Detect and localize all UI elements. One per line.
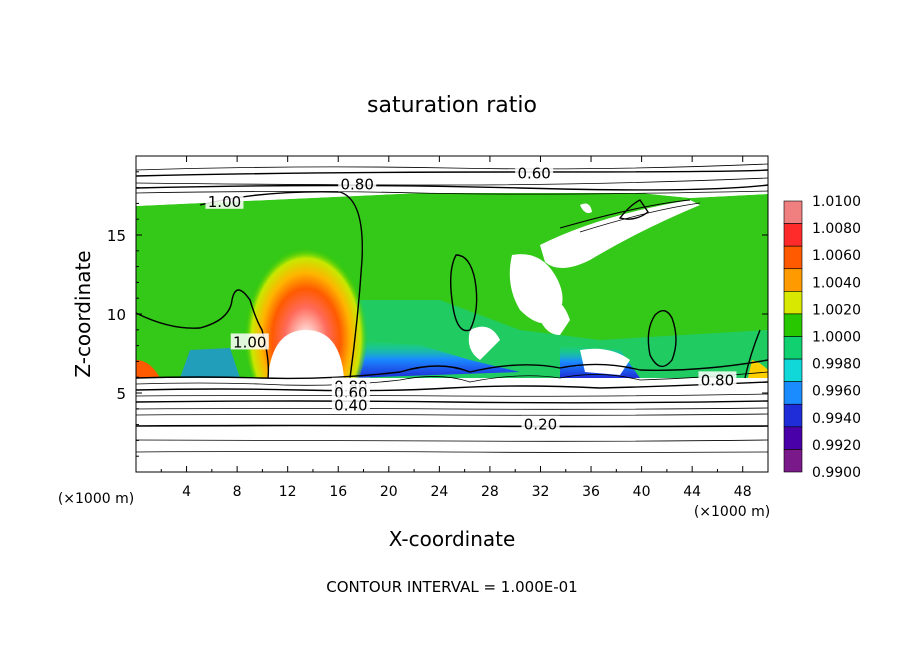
colorbar-swatch [783,449,803,473]
colorbar-swatch [783,245,803,270]
colorbar-swatch [783,223,803,247]
colorbar-swatch [783,200,803,224]
contour-label-bg [205,192,244,209]
y-tick-label: 10 [107,306,126,324]
contour-label-bg [331,384,370,400]
x-tick-label: 44 [683,484,701,500]
colorbar-swatch [783,426,803,450]
y-tick-label: 5 [116,385,126,403]
colorbar-swatch [783,381,803,405]
x-tick-label: 24 [430,484,448,500]
contour-label: 0.40 [334,397,367,415]
colorbar-label: 0.9980 [812,357,861,373]
colorbar-swatch [783,268,803,292]
x-tick-label: 48 [734,484,752,500]
colorbar-swatch [783,403,803,428]
x-axis: 4 8 12 16 20 24 28 32 36 40 44 48 [160,156,752,500]
contour-label-bg [698,371,737,388]
y-tick-label: 15 [107,227,126,245]
contour-label: 1.00 [233,333,266,351]
colorbar-label: 0.9900 [812,465,861,481]
unsaturated-patch [540,200,700,269]
contour-label-bg [230,333,269,350]
contour-label: 0.80 [340,175,373,193]
contour-lines [135,163,769,453]
contour-label-bg [515,164,554,181]
plot-field [136,156,768,472]
x-tick-label: 40 [633,484,651,500]
x-tick-label: 16 [329,484,347,500]
colorbar-label: 1.0080 [812,221,861,237]
colorbar-label: 1.0000 [812,330,861,346]
colorbar-label: 1.0040 [812,275,861,291]
x-unit-label: (×1000 m) [694,504,770,520]
x-tick-label: 36 [582,484,600,500]
z-unit-label: (×1000 m) [58,491,134,507]
colorbar-swatch [783,291,803,315]
contour-label: 0.20 [524,416,557,434]
contour-label-bg [338,175,377,192]
chart-title: saturation ratio [367,93,537,118]
contour-label: 1.00 [208,193,241,211]
x-axis-label: X-coordinate [389,527,516,551]
contour-label-bg [331,396,370,413]
y-axis: 5 10 15 [107,171,768,457]
x-tick-label: 32 [532,484,550,500]
colorbar-label: 0.9960 [812,384,861,400]
x-tick-label: 12 [279,484,297,500]
y-axis-label: Z-coordinate [71,250,95,377]
colorbar-swatch [783,313,803,337]
x-tick-label: 28 [481,484,499,500]
contour-labels: 0.600.801.001.000.800.800.600.400.20 [205,164,737,434]
x-tick-label: 20 [380,484,398,500]
colorbar-label: 0.9920 [812,438,861,454]
colorbar-label: 1.0060 [812,248,861,264]
colorbar-swatch [783,336,803,360]
colorbar-swatch [783,358,803,382]
colorbar-label: 1.0100 [812,194,861,210]
colorbar: 1.0100 1.0080 1.0060 1.0040 1.0020 1.0000 0.99… [783,194,861,481]
contour-label-bg [521,415,560,432]
contour-label: 0.80 [701,371,734,389]
contour-interval-note: CONTOUR INTERVAL = 1.000E-01 [326,578,577,596]
x-tick-label: 4 [182,484,191,500]
contour-label: 0.60 [517,164,550,182]
colorbar-label: 0.9940 [812,411,861,427]
colorbar-label: 1.0020 [812,302,861,318]
x-tick-label: 8 [233,484,242,500]
